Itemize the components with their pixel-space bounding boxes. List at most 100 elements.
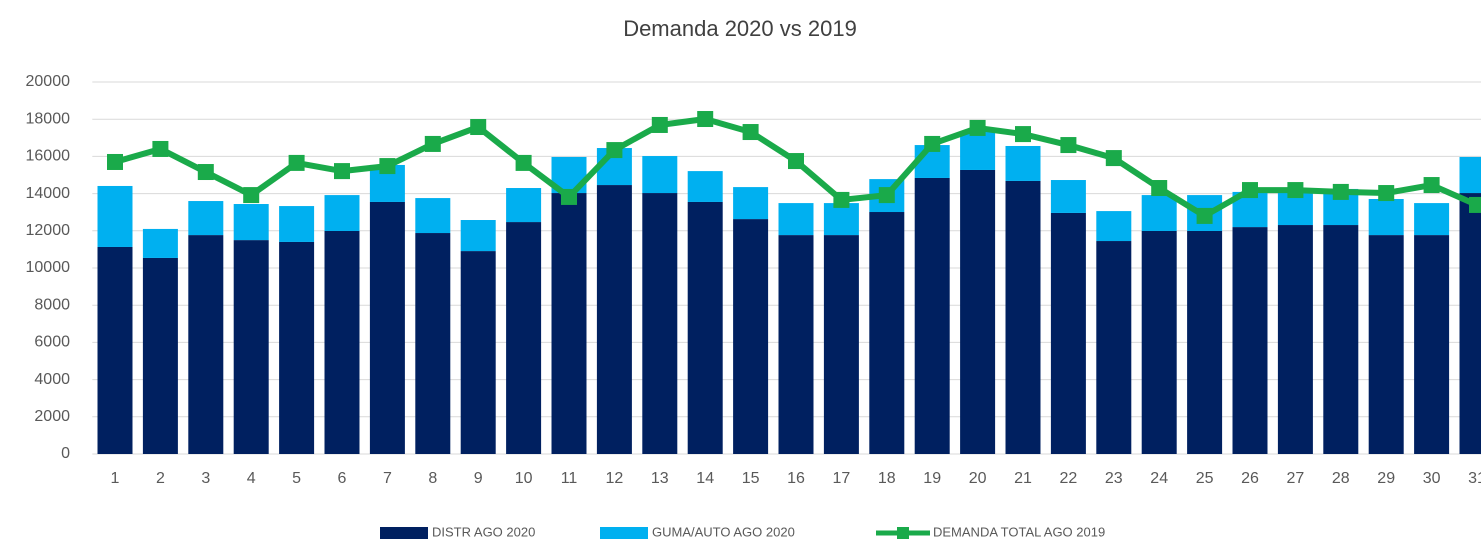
x-tick-label: 6	[338, 470, 347, 487]
bar	[1187, 230, 1223, 454]
bar	[506, 222, 542, 454]
y-tick-label: 20000	[26, 73, 71, 90]
marker	[878, 187, 895, 204]
y-tick-label: 10000	[26, 259, 71, 276]
x-tick-label: 22	[1060, 470, 1078, 487]
bar	[324, 195, 360, 231]
x-tick-label: 27	[1287, 470, 1305, 487]
bar	[687, 201, 723, 454]
marker	[1151, 180, 1168, 197]
x-tick-label: 7	[383, 470, 392, 487]
marker	[697, 111, 714, 128]
x-tick-label: 9	[474, 470, 483, 487]
bar	[596, 185, 632, 454]
bar	[415, 233, 451, 454]
marker	[152, 140, 169, 157]
bar	[506, 188, 542, 223]
x-tick-label: 14	[696, 470, 714, 487]
bar	[188, 201, 224, 236]
marker	[561, 188, 577, 205]
x-tick-label: 25	[1196, 470, 1214, 487]
x-tick-label: 31	[1468, 470, 1481, 487]
marker	[742, 124, 759, 141]
x-tick-label: 26	[1241, 470, 1259, 487]
x-tick-label: 28	[1332, 470, 1350, 487]
bar	[1141, 195, 1177, 231]
marker	[833, 191, 850, 208]
bar	[1368, 235, 1404, 454]
x-tick-label: 24	[1150, 470, 1168, 487]
bar	[1459, 193, 1481, 455]
bar	[460, 220, 496, 252]
bar	[142, 228, 178, 258]
x-tick-label: 20	[969, 470, 987, 487]
y-tick-label: 2000	[34, 408, 70, 425]
marker	[788, 153, 804, 170]
bar	[960, 169, 996, 454]
bar	[642, 156, 678, 194]
marker	[288, 154, 305, 171]
legend-label: DEMANDA TOTAL AGO 2019	[933, 524, 1105, 539]
bar	[233, 204, 269, 241]
marker	[1332, 183, 1349, 200]
bar	[279, 206, 315, 242]
x-tick-label: 21	[1014, 470, 1032, 487]
marker	[651, 116, 668, 133]
bar	[1368, 198, 1404, 236]
x-tick-label: 16	[787, 470, 805, 487]
bar	[778, 203, 814, 236]
y-tick-label: 18000	[26, 110, 71, 127]
bar	[1096, 241, 1132, 454]
x-tick-label: 4	[247, 470, 256, 487]
bar	[1005, 145, 1041, 181]
x-tick-label: 8	[428, 470, 437, 487]
marker	[1423, 177, 1440, 194]
bar	[733, 219, 769, 454]
bar	[1277, 225, 1313, 454]
marker	[470, 119, 487, 136]
y-tick-label: 4000	[34, 371, 70, 388]
bar	[869, 212, 905, 454]
x-tick-label: 10	[515, 470, 533, 487]
marker	[379, 158, 396, 175]
bar	[1096, 211, 1132, 242]
bar	[687, 171, 723, 202]
bar	[1414, 203, 1450, 236]
marker	[1196, 207, 1213, 224]
bar	[97, 246, 133, 454]
bar	[914, 177, 950, 454]
marker	[1060, 137, 1077, 154]
bar	[279, 241, 315, 454]
y-tick-label: 6000	[34, 334, 70, 351]
y-tick-label: 12000	[26, 222, 71, 239]
bar	[551, 193, 587, 455]
x-tick-label: 17	[833, 470, 851, 487]
legend-swatch	[380, 527, 428, 539]
legend-swatch	[897, 527, 909, 539]
x-tick-label: 30	[1423, 470, 1441, 487]
marker	[424, 135, 441, 152]
y-tick-label: 0	[61, 445, 70, 462]
x-tick-label: 5	[292, 470, 301, 487]
bar	[97, 185, 133, 247]
x-tick-label: 2	[156, 470, 165, 487]
bar	[142, 257, 178, 454]
marker	[969, 119, 986, 136]
legend-swatch	[600, 527, 648, 539]
bar	[1050, 212, 1086, 454]
bar	[1141, 230, 1177, 454]
x-tick-label: 3	[201, 470, 210, 487]
bar	[188, 235, 224, 454]
bar	[778, 235, 814, 454]
marker	[1105, 150, 1122, 167]
marker	[197, 164, 214, 181]
bar	[733, 187, 769, 220]
x-tick-label: 1	[111, 470, 120, 487]
x-tick-label: 12	[606, 470, 624, 487]
bar	[369, 201, 405, 454]
bar	[1323, 225, 1359, 454]
bar	[1005, 180, 1041, 454]
x-tick-label: 11	[561, 470, 578, 487]
bar	[1459, 156, 1481, 194]
